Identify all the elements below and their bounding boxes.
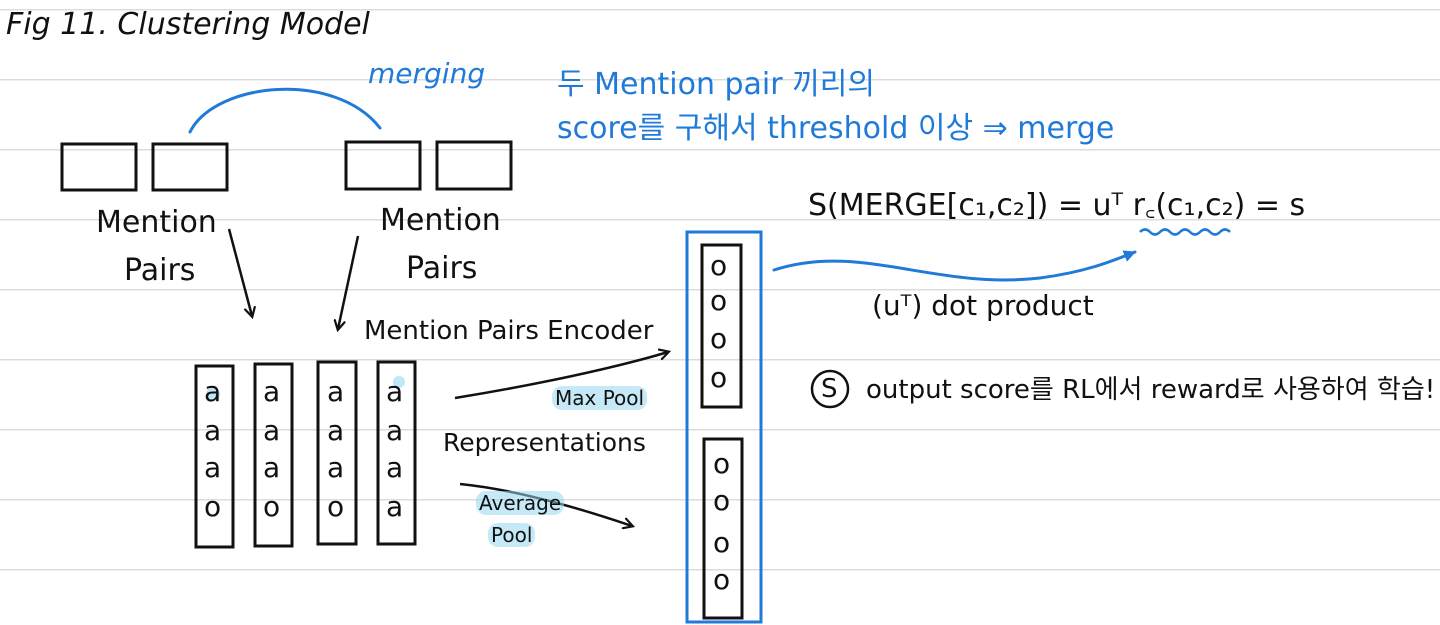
encoder-column-3 [316, 360, 358, 546]
max-pool-text: Max Pool [552, 386, 648, 410]
note-line-1: 두 Mention pair 끼리의 [557, 67, 875, 102]
note-line-2: score를 구해서 threshold 이상 ⇒ merge [557, 111, 1115, 146]
cell-highlight-2 [393, 376, 405, 388]
pooled-cell: o [713, 447, 731, 480]
encoder-cell: o [204, 490, 222, 523]
pooled-cell: o [710, 249, 728, 282]
mention-pairs-right-line2: Pairs [406, 251, 478, 286]
mention-pairs-right-line1: Mention [380, 203, 501, 238]
mention-box-3 [344, 140, 422, 191]
encoder-cell: o [327, 490, 345, 523]
encoder-cell: o [263, 490, 281, 523]
encoder-cell: a [327, 375, 345, 408]
merging-arc [188, 87, 382, 134]
merge-score-formula: S(MERGE[c₁,c₂]) = uᵀ r꜀(c₁,c₂) = s [808, 188, 1306, 223]
dot-product-label: (uᵀ) dot product [872, 289, 1094, 322]
formula-underline-wave [1139, 228, 1231, 236]
representation-frame [685, 230, 763, 624]
encoder-label: Mention Pairs Encoder [364, 316, 654, 346]
output-note: output score를 RL에서 reward로 사용하여 학습! [866, 375, 1436, 405]
encoder-cell: a [263, 414, 281, 447]
mention-box-4 [435, 140, 513, 191]
mention-pairs-left-line1: Mention [96, 205, 217, 240]
arrow-to-formula [772, 250, 1137, 282]
arrow-left-pair-to-encoder [227, 228, 252, 316]
mention-pairs-left-line2: Pairs [124, 253, 196, 288]
encoder-cell: a [386, 490, 404, 523]
encoder-column-1 [194, 364, 235, 549]
pooled-cell: o [713, 526, 731, 559]
cell-highlight-1 [206, 387, 220, 401]
encoder-cell: a [386, 414, 404, 447]
encoder-cell: a [386, 375, 404, 408]
encoder-cell: a [263, 451, 281, 484]
figure-title: Fig 11. Clustering Model [6, 7, 370, 42]
encoder-cell: a [327, 451, 345, 484]
merging-label: merging [368, 57, 486, 90]
arrow-max-pool [454, 352, 668, 400]
circled-s-ring [810, 369, 850, 409]
pooled-cell: o [713, 563, 731, 596]
average-pool-label-line1: Average [476, 491, 565, 515]
pooled-cell: o [713, 484, 731, 517]
max-pool-vector [700, 243, 743, 409]
average-pool-vector [702, 437, 744, 620]
average-pool-text-1: Average [476, 491, 565, 515]
pooled-cell: o [710, 284, 728, 317]
pooled-cell: o [710, 322, 728, 355]
encoder-column-2 [253, 362, 294, 548]
encoder-cell: a [204, 414, 222, 447]
arrow-right-pair-to-encoder [338, 235, 360, 329]
encoder-cell: a [386, 451, 404, 484]
encoder-cell: a [327, 414, 345, 447]
encoder-cell: a [263, 375, 281, 408]
average-pool-text-2: Pool [488, 523, 536, 547]
representations-label: Representations [443, 428, 646, 457]
max-pool-label: Max Pool [552, 386, 648, 410]
circled-s-letter: S [821, 374, 838, 404]
encoder-cell: a [204, 451, 222, 484]
encoder-column-4 [376, 360, 417, 546]
average-pool-label-line2: Pool [488, 523, 536, 547]
encoder-cell: a [204, 375, 222, 408]
mention-box-1 [60, 142, 138, 192]
mention-box-2 [151, 142, 229, 192]
pooled-cell: o [710, 361, 728, 394]
